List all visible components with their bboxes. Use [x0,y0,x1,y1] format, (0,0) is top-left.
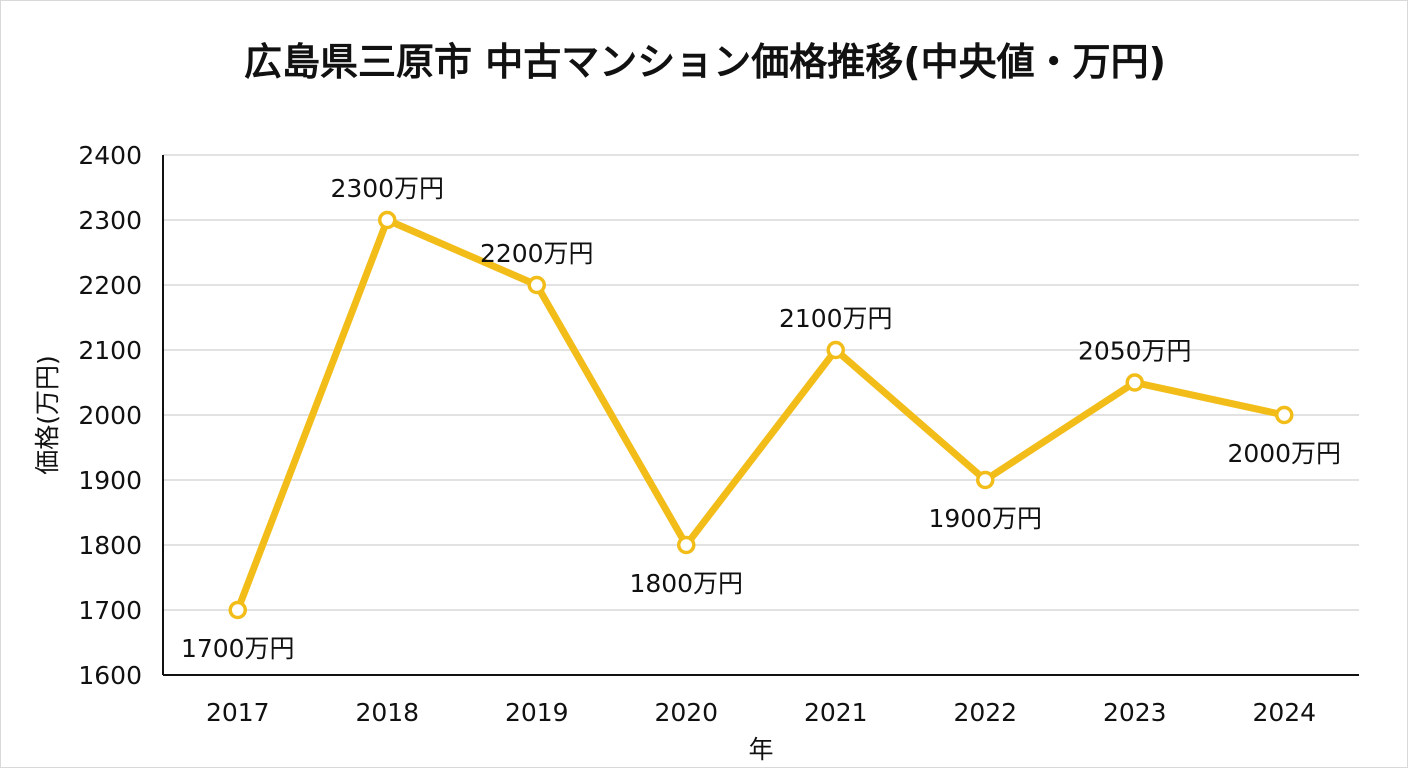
x-tick-label: 2021 [804,698,868,727]
y-tick-label: 1700 [78,596,142,625]
y-tick-label: 2100 [78,336,142,365]
y-tick-label: 1800 [78,531,142,560]
y-tick-label: 2200 [78,271,142,300]
x-axis-title: 年 [748,735,773,764]
x-tick-label: 2019 [505,698,569,727]
data-point-marker [826,340,845,360]
data-point-marker [976,470,995,490]
data-point-marker [1125,373,1144,392]
data-label: 2000万円 [1227,439,1341,468]
data-label: 2200万円 [480,239,594,268]
data-point-marker [1275,405,1294,425]
data-point-marker [677,535,696,555]
data-point-marker [228,600,247,620]
data-label: 1700万円 [181,634,295,663]
x-tick-label: 2024 [1252,698,1316,727]
y-tick-label: 1900 [78,466,142,495]
y-tick-label: 2300 [78,206,142,235]
y-tick-label: 1600 [78,661,142,690]
data-label: 2300万円 [330,174,444,203]
data-label: 2050万円 [1078,337,1192,366]
x-tick-label: 2017 [206,698,270,727]
y-tick-label: 2400 [78,141,142,170]
data-label: 1900万円 [928,504,1042,533]
x-tick-label: 2023 [1103,698,1167,727]
y-tick-label: 2000 [78,401,142,430]
x-tick-label: 2018 [355,698,419,727]
data-label: 2100万円 [779,304,893,333]
x-tick-label: 2020 [654,698,718,727]
y-axis-title: 価格(万円) [33,355,62,475]
x-tick-label: 2022 [953,698,1017,727]
data-label: 1800万円 [629,569,743,598]
data-point-marker [527,275,546,295]
chart-title: 広島県三原市 中古マンション価格推移(中央値・万円) [244,40,1166,84]
data-point-marker [378,210,397,230]
series-line [234,216,1288,614]
